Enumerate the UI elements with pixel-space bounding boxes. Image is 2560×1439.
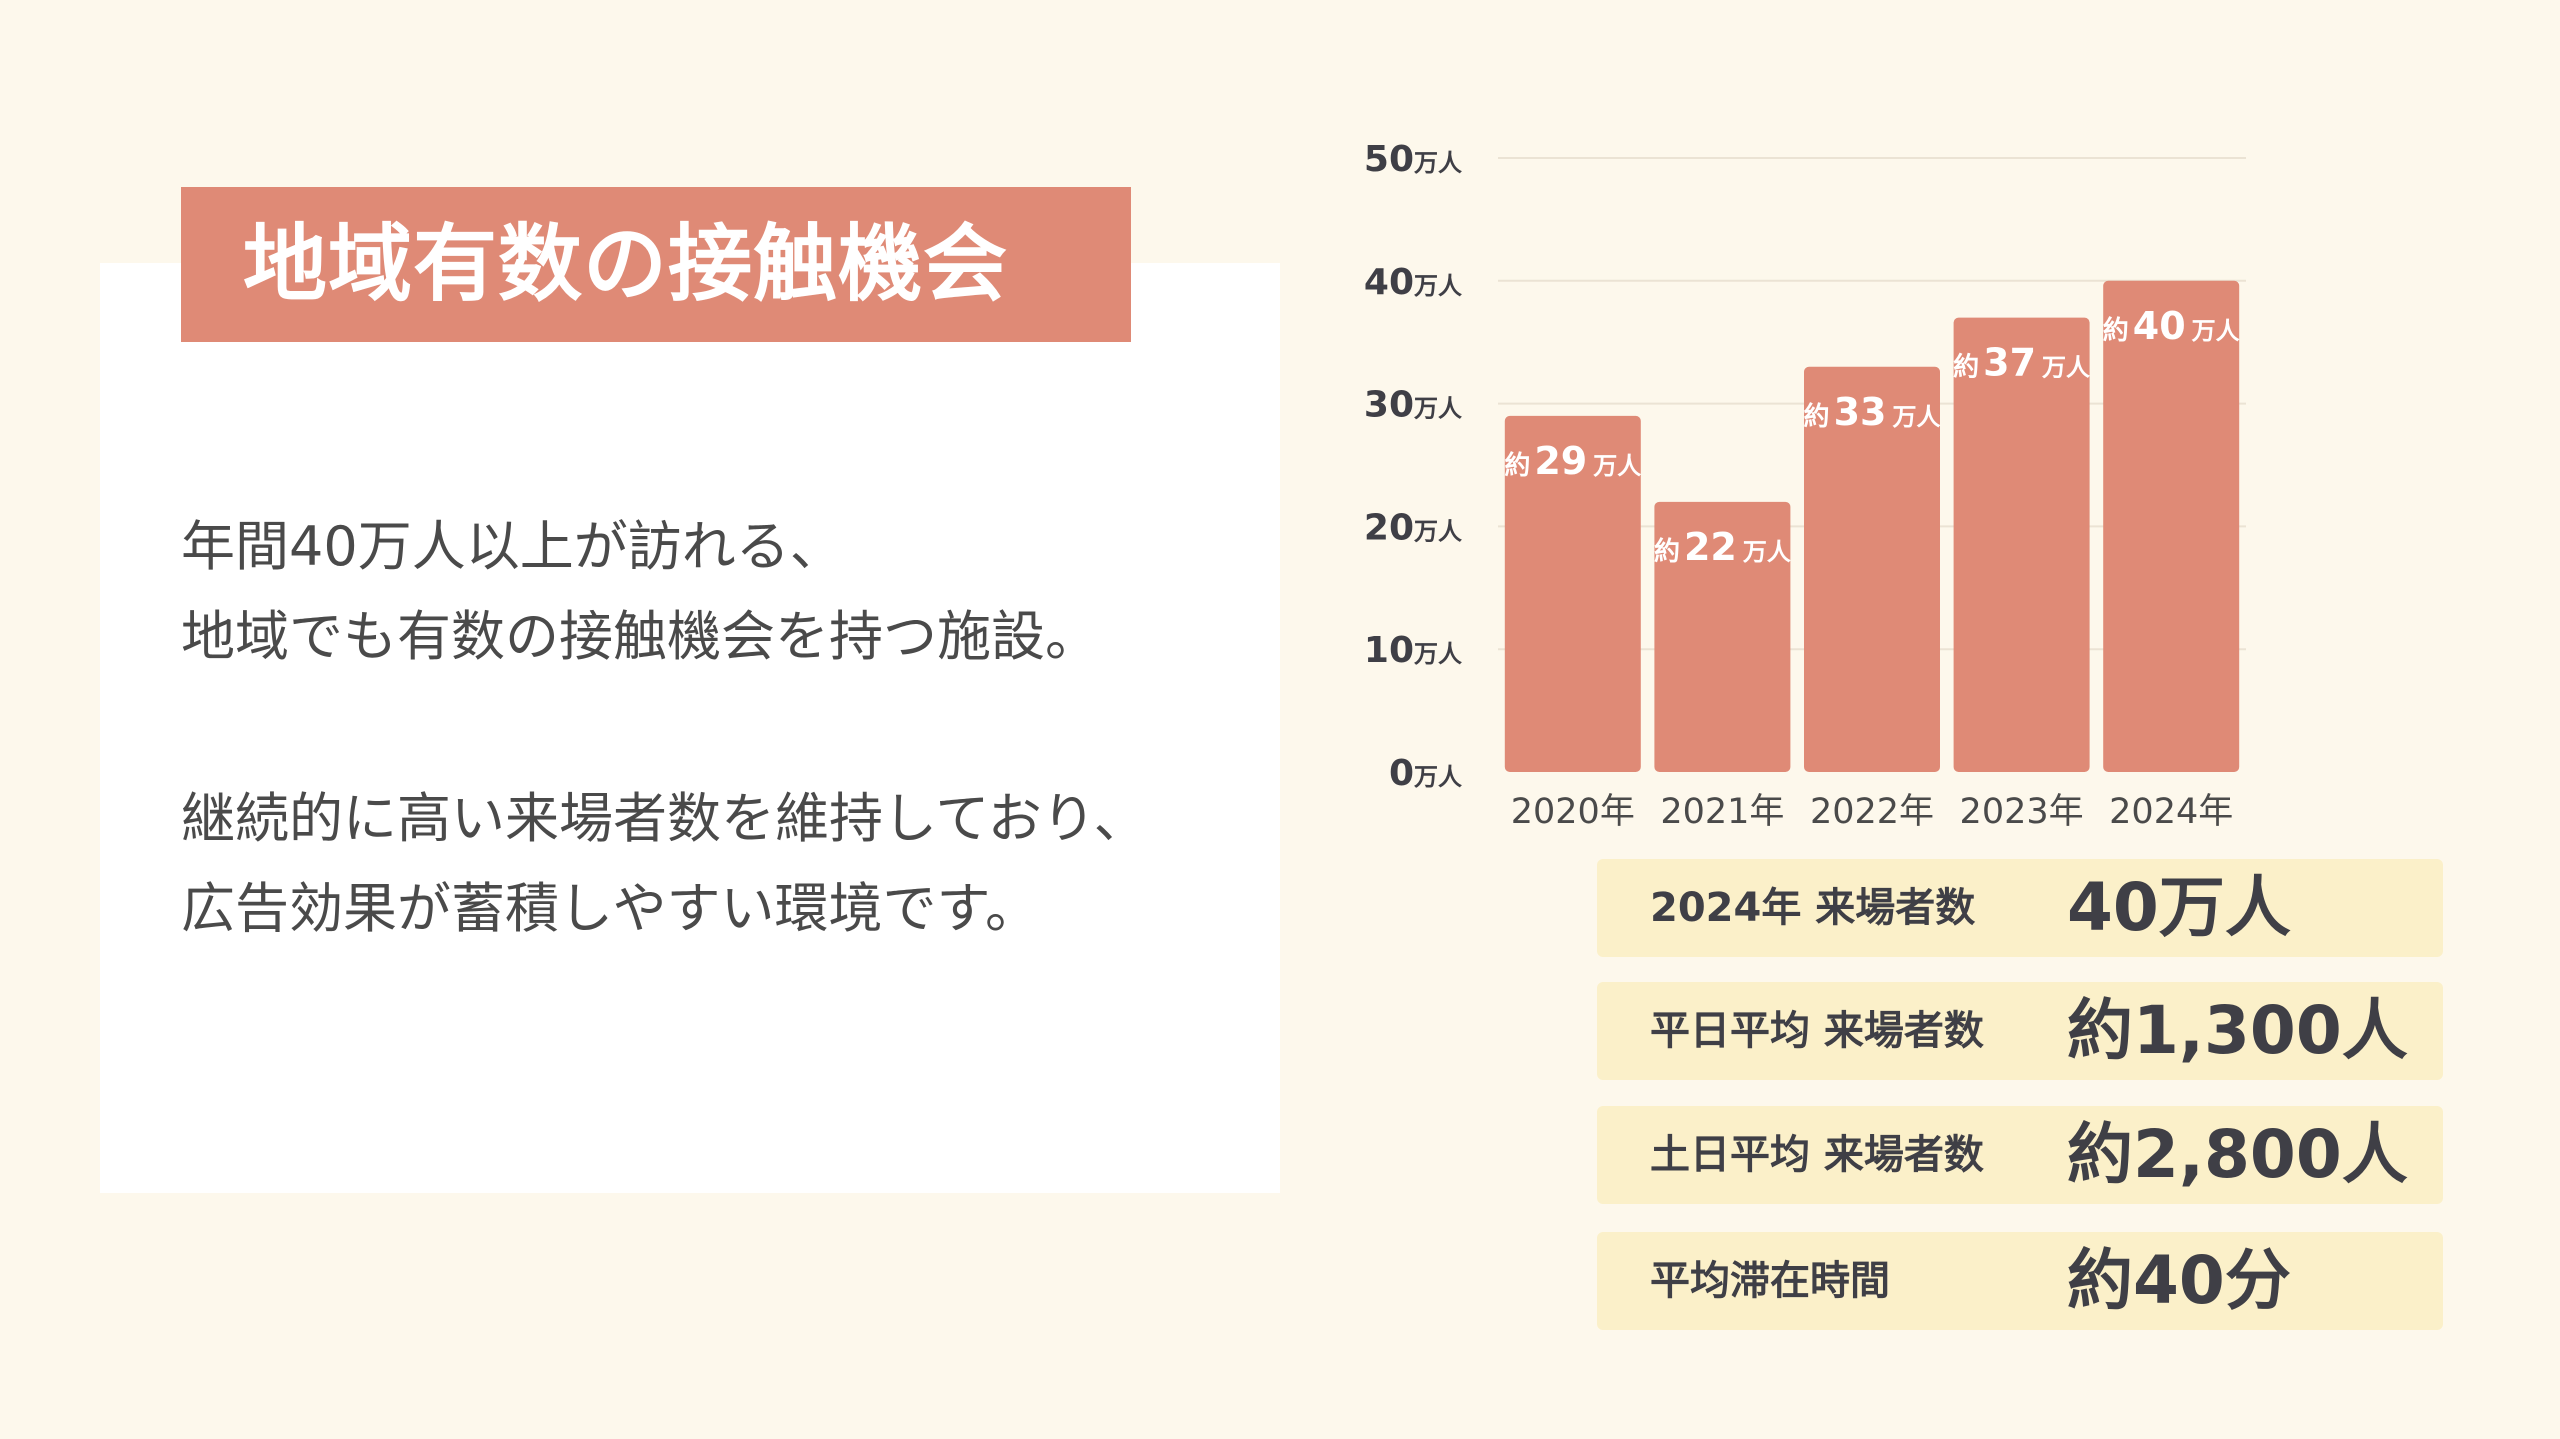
bar-data-label: 約 33 万人 xyxy=(1804,390,1941,434)
bar xyxy=(2103,280,2240,772)
bar xyxy=(1504,415,1641,772)
x-tick-label: 2023年 xyxy=(1960,792,2084,832)
page-title: 地域有数の接触機会 xyxy=(243,215,1009,313)
y-tick-label: 20万人 xyxy=(1364,507,1462,548)
y-tick-label: 30万人 xyxy=(1364,385,1462,426)
stat-value: 約40分 xyxy=(2067,1242,2291,1319)
body-line: 地域でも有数の接触機会を持つ施設。 xyxy=(181,605,1099,668)
bar-data-label: 約 22 万人 xyxy=(1654,525,1791,569)
stat-value: 40万人 xyxy=(2067,869,2291,946)
stat-row: 平均滞在時間 約40分 xyxy=(1597,1232,2443,1330)
stat-label: 平日平均 来場者数 xyxy=(1650,1008,1984,1054)
y-tick-label: 50万人 xyxy=(1364,139,1462,180)
body-line: 年間40万人以上が訪れる、 xyxy=(181,515,844,578)
x-tick-label: 2024年 xyxy=(2109,792,2233,832)
bar xyxy=(1654,501,1791,772)
bar-data-label: 約 37 万人 xyxy=(1953,341,2090,385)
x-tick-label: 2021年 xyxy=(1660,792,1784,832)
bar-data-label: 約 29 万人 xyxy=(1504,439,1641,483)
stat-value: 約1,300人 xyxy=(2067,992,2408,1069)
stat-value: 約2,800人 xyxy=(2067,1116,2408,1193)
stat-label: 土日平均 来場者数 xyxy=(1650,1132,1984,1178)
stat-label: 平均滞在時間 xyxy=(1650,1258,1890,1304)
text-panel xyxy=(100,263,1280,1193)
body-line: 継続的に高い来場者数を維持しており、 xyxy=(181,787,1148,850)
y-tick-label: 40万人 xyxy=(1364,262,1462,303)
bar-data-label: 約 40 万人 xyxy=(2103,304,2240,348)
stat-row: 土日平均 来場者数 約2,800人 xyxy=(1597,1106,2443,1204)
body-line: 広告効果が蓄積しやすい環境です。 xyxy=(181,877,1040,940)
stat-label: 2024年 来場者数 xyxy=(1650,885,1976,931)
stat-row: 平日平均 来場者数 約1,300人 xyxy=(1597,982,2443,1080)
title-banner: 地域有数の接触機会 xyxy=(181,187,1131,342)
y-tick-label: 10万人 xyxy=(1364,630,1462,671)
bar xyxy=(1953,317,2090,772)
x-tick-label: 2020年 xyxy=(1511,792,1635,832)
x-tick-label: 2022年 xyxy=(1810,792,1934,832)
y-tick-label: 0万人 xyxy=(1389,753,1462,794)
bar xyxy=(1804,366,1940,772)
stat-row: 2024年 来場者数 40万人 xyxy=(1597,859,2443,957)
